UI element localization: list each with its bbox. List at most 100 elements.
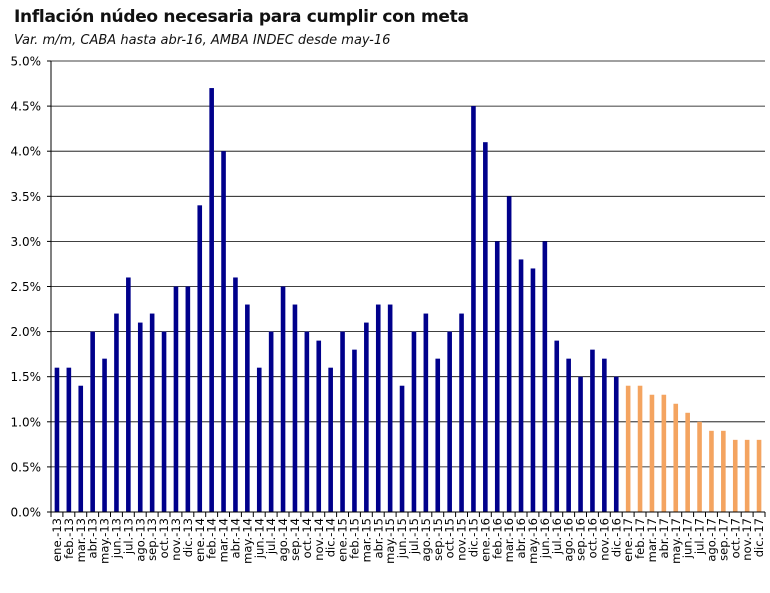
y-tick-labels: 0.0% 0.5% 1.0% 1.5% 2.0% 2.5% 3.0% 3.5% 4.0% 4.5%…: [11, 55, 42, 520]
bar: [697, 421, 702, 512]
x-tick-label: abr.-13: [86, 518, 100, 558]
x-tick-label: nov.-13: [169, 518, 183, 561]
x-tick-label: ago.-17: [704, 518, 718, 562]
y-tick-label: 3.5%: [11, 190, 42, 204]
bar: [518, 259, 524, 512]
x-tick-label: dic.-14: [324, 518, 338, 557]
bar: [126, 277, 131, 512]
x-tick-label: abr.-15: [371, 518, 385, 558]
y-tick-label: 0.0%: [11, 506, 42, 520]
x-tick-label: nov.-14: [312, 518, 326, 561]
bar: [673, 403, 679, 512]
bar: [602, 358, 607, 512]
bar: [709, 430, 714, 512]
x-tick-label: oct.-13: [157, 518, 171, 558]
x-tick-label: nov.-17: [740, 518, 754, 561]
bar: [280, 286, 286, 512]
y-tick-label: 3.0%: [11, 235, 42, 249]
y-tick-label: 0.5%: [11, 460, 42, 474]
bar: [411, 331, 417, 512]
bar: [566, 358, 571, 512]
bar: [744, 439, 750, 512]
x-tick-label: jul.-15: [407, 518, 421, 555]
bar: [256, 367, 262, 512]
x-tick-label: jun.-16: [538, 518, 552, 559]
x-tick-label: ago.-16: [562, 518, 576, 562]
x-tick-label: sep.-14: [288, 518, 302, 561]
bar: [625, 385, 631, 512]
bar: [185, 286, 191, 512]
bar: [221, 151, 226, 512]
bar: [173, 286, 179, 512]
bar: [542, 241, 548, 512]
x-tick-label: mar.-14: [217, 518, 231, 562]
x-tick-label: oct.-14: [300, 518, 314, 558]
bar: [423, 313, 429, 512]
x-tick-label: mar.-16: [502, 518, 516, 562]
bars: [54, 88, 762, 513]
x-tick-label: may.-13: [98, 518, 112, 564]
x-tick-label: dic.-15: [466, 518, 480, 557]
bar: [649, 394, 655, 512]
x-tick-label: ago.-14: [276, 518, 290, 562]
x-tick-label: jun.-17: [681, 518, 695, 559]
bar: [209, 88, 214, 512]
bar: [340, 331, 345, 512]
bar: [78, 385, 84, 512]
bar: [459, 313, 464, 512]
bar: [732, 439, 738, 512]
x-tick-label: jun.-13: [109, 518, 123, 559]
bar: [54, 367, 60, 512]
x-tick-label: abr.-17: [657, 518, 671, 558]
y-tick-label: 4.0%: [11, 145, 42, 159]
bar: [637, 385, 643, 512]
x-tick-label: mar.-17: [645, 518, 659, 562]
bar: [102, 358, 107, 512]
bar: [233, 277, 238, 512]
bar: [756, 439, 762, 512]
axes: [47, 60, 766, 517]
x-tick-label: ene.-17: [621, 518, 635, 562]
x-tick-label: ago.-13: [133, 518, 147, 562]
bar: [316, 340, 322, 512]
x-tick-label: feb.-16: [490, 518, 504, 559]
bar: [375, 304, 381, 512]
bar: [149, 313, 155, 512]
x-tick-label: feb.-17: [633, 518, 647, 559]
y-tick-label: 4.5%: [11, 100, 42, 114]
x-tick-label: abr.-14: [228, 518, 242, 558]
x-tick-label: ene.-14: [193, 518, 207, 562]
x-tick-label: sep.-13: [145, 518, 159, 561]
bar: [292, 304, 298, 512]
bar: [554, 340, 560, 512]
x-tick-label: ene.-15: [336, 518, 350, 562]
bar: [66, 367, 72, 512]
bar: [328, 367, 333, 512]
x-tick-label: mar.-13: [74, 518, 88, 562]
bar: [494, 241, 500, 512]
bar: [530, 268, 536, 512]
y-tick-label: 2.5%: [11, 280, 42, 294]
bar: [590, 349, 595, 512]
x-tick-label: jul.-13: [121, 518, 135, 555]
x-tick-label: dic.-16: [609, 518, 623, 557]
y-tick-label: 5.0%: [11, 55, 42, 69]
bar: [578, 376, 583, 512]
bar: [137, 322, 143, 512]
x-tick-label: ago.-15: [419, 518, 433, 562]
x-tick-label: dic.-17: [752, 518, 766, 557]
bar: [197, 205, 203, 512]
bar: [352, 349, 357, 512]
chart-title: Inflación núdeo necesaria para cumplir c…: [14, 7, 469, 27]
x-tick-label: nov.-16: [597, 518, 611, 561]
bar: [613, 376, 619, 512]
bar: [387, 304, 393, 512]
bar: [364, 322, 369, 512]
x-tick-label: sep.-15: [431, 518, 445, 561]
y-tick-label: 2.0%: [11, 325, 42, 339]
x-tick-label: mar.-15: [359, 518, 373, 562]
x-tick-label: oct.-17: [728, 518, 742, 558]
x-tick-label: feb.-13: [62, 518, 76, 559]
chart-subtitle: Var. m/m, CABA hasta abr-16, AMBA INDEC …: [14, 33, 391, 48]
